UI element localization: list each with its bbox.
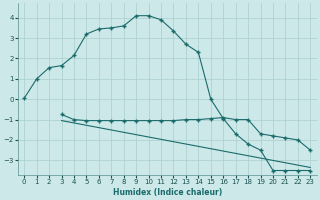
X-axis label: Humidex (Indice chaleur): Humidex (Indice chaleur) xyxy=(113,188,222,197)
